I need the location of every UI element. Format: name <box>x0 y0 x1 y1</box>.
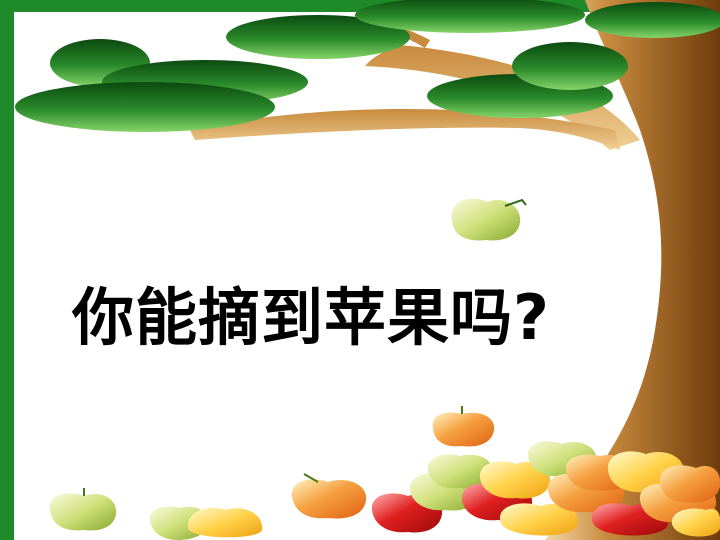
tree-trunk <box>545 0 720 540</box>
apple-icon <box>451 198 527 241</box>
tree-branch-upper <box>365 45 640 150</box>
slide-title: 你能摘到苹果吗? <box>72 281 550 354</box>
apple-icon <box>671 508 720 537</box>
apple-icon <box>291 473 367 519</box>
apple-icon <box>427 454 493 489</box>
apple-pile <box>49 406 720 540</box>
tree-branch-lower <box>190 109 620 150</box>
apple-icon <box>479 461 551 499</box>
apple-icon <box>187 507 263 538</box>
apple-icon <box>49 488 117 531</box>
apple-icon <box>659 465 720 503</box>
apple-icon <box>499 503 579 536</box>
apple-icon <box>432 406 495 447</box>
